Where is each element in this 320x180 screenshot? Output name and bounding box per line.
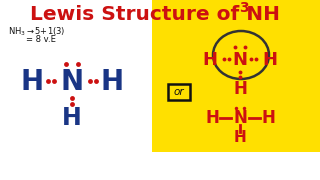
Text: or: or <box>174 87 184 97</box>
FancyBboxPatch shape <box>168 84 190 100</box>
Text: H: H <box>20 68 44 96</box>
Text: N: N <box>233 51 247 69</box>
Text: H: H <box>205 109 219 127</box>
Text: H: H <box>234 130 246 145</box>
Text: 3: 3 <box>239 1 249 15</box>
Text: N: N <box>233 109 247 127</box>
Text: H: H <box>100 68 124 96</box>
Text: N: N <box>60 68 84 96</box>
Text: = 8 v.E: = 8 v.E <box>26 35 56 44</box>
Text: Lewis Structure of NH: Lewis Structure of NH <box>30 5 280 24</box>
Text: NH$_3$$\rightarrow$5+1(3): NH$_3$$\rightarrow$5+1(3) <box>8 25 66 37</box>
Bar <box>152 0 320 152</box>
Text: H: H <box>203 51 218 69</box>
Text: H: H <box>261 109 275 127</box>
Text: H: H <box>233 80 247 98</box>
Text: H: H <box>262 51 277 69</box>
Text: H: H <box>62 106 82 130</box>
